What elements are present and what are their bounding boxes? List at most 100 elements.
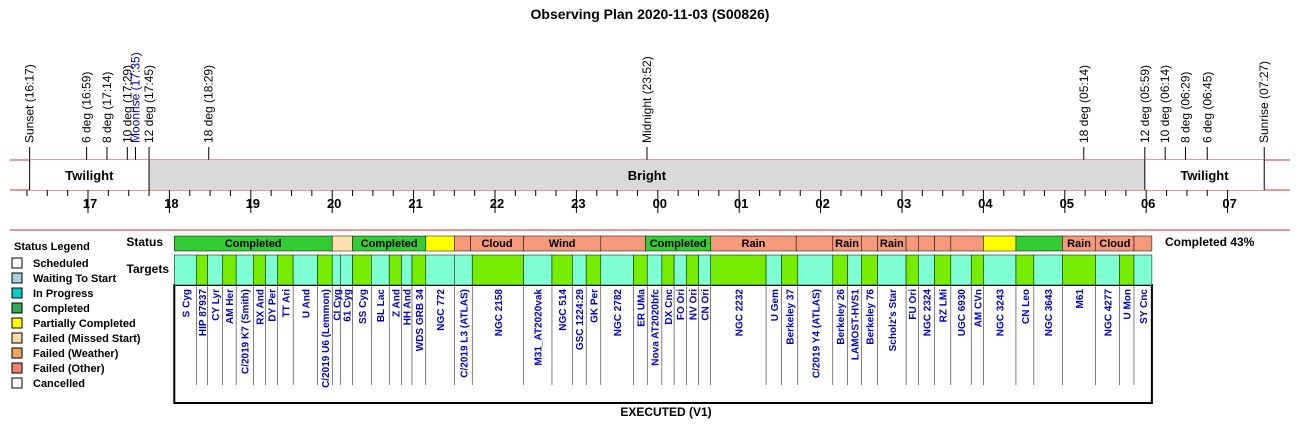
- sky-band-label: Twilight: [1180, 168, 1229, 183]
- target-name: SY Cnc: [1139, 289, 1150, 324]
- target-block: [710, 254, 767, 286]
- target-block: [950, 254, 972, 286]
- target-name: NGC 772: [436, 289, 447, 331]
- target-block: [1119, 254, 1135, 286]
- status-segment-label: Completed: [361, 238, 418, 250]
- target-name: C/2019 K7 (Smith): [241, 289, 252, 374]
- target-block: [934, 254, 952, 286]
- event-label: 6 deg (06:45): [1200, 72, 1214, 143]
- target-block: [646, 254, 663, 286]
- target-name: U And: [301, 289, 312, 318]
- target-block: [1062, 254, 1096, 286]
- target-block: [252, 254, 266, 286]
- target-block: [1015, 254, 1035, 286]
- status-segment: [425, 235, 455, 252]
- target-name: C/2019 U6 (Lemmon): [321, 289, 332, 388]
- hour-tick-label: 20: [327, 196, 341, 211]
- target-block: [861, 254, 878, 286]
- target-name: AM CVn: [973, 289, 984, 327]
- legend-swatch: [11, 287, 23, 299]
- status-segment: [950, 235, 984, 252]
- event-label: Moonrise (17:35): [128, 52, 142, 143]
- status-segment: [600, 235, 646, 252]
- hour-tick-label: 01: [734, 196, 748, 211]
- legend-item-label: Failed (Missed Start): [33, 333, 141, 345]
- target-block: [1033, 254, 1063, 286]
- target-name: NGC 3243: [996, 289, 1007, 337]
- target-block: [222, 254, 237, 286]
- targets-row: S Cyg HIP 87937 CY Lyr AM Her C/2019 K7 (Smi…: [173, 254, 1153, 404]
- target-name: C/2019 Y4 (ATLAS): [811, 289, 822, 378]
- target-name: SS Cyg: [358, 289, 369, 324]
- executed-label: EXECUTED (V1): [620, 405, 711, 419]
- status-segment: [795, 235, 834, 252]
- target-name: Berkeley 26: [836, 289, 847, 345]
- target-name: AM Her: [225, 289, 236, 324]
- sky-band: [29, 160, 150, 190]
- target-block: [523, 254, 553, 286]
- event-label: 8 deg (06:29): [1179, 72, 1193, 143]
- target-name: CI Cyg: [332, 289, 343, 321]
- target-block: [877, 254, 907, 286]
- target-name: LAMOST-HVS1: [850, 289, 861, 361]
- status-segment: [331, 235, 353, 252]
- target-name: NV Ori: [688, 289, 699, 320]
- target-block: [673, 254, 687, 286]
- hour-tick-label: 02: [815, 196, 829, 211]
- target-name: DX Cnc: [664, 289, 675, 325]
- status-segment-label: Completed: [225, 238, 282, 250]
- hour-tick-label: 05: [1060, 196, 1074, 211]
- legend-item-label: Waiting To Start: [33, 273, 116, 285]
- target-block: [983, 254, 1017, 286]
- hour-axis: 17 18 19 20 21 22 23 00 01 02 03 04 05 06 07: [10, 190, 1290, 231]
- target-name: WDS GRB 34: [415, 289, 426, 352]
- target-name: 61 Cyg: [342, 289, 353, 322]
- target-name: NGC 2232: [734, 289, 745, 337]
- target-name: Nova AT2020bfc: [651, 289, 662, 366]
- event-label: 8 deg (17:14): [100, 72, 114, 143]
- target-block: [174, 254, 197, 286]
- status-segment-label: Cloud: [1099, 238, 1130, 250]
- target-block: [918, 254, 935, 286]
- status-segment-label: Completed: [650, 238, 707, 250]
- legend-swatch: [11, 347, 23, 359]
- status-segment: [934, 235, 952, 252]
- target-block: [572, 254, 587, 286]
- target-block: [425, 254, 455, 286]
- target-name: Berkeley 76: [865, 289, 876, 345]
- hour-tick-label: 23: [571, 196, 585, 211]
- target-name: M61: [1075, 289, 1086, 309]
- hour-tick-label: 04: [978, 196, 993, 211]
- target-name: CN Leo: [1021, 289, 1032, 324]
- legend-swatch: [11, 257, 23, 269]
- target-name: HIP 87937: [198, 289, 209, 337]
- target-block: [317, 254, 333, 286]
- legend-swatch: [11, 377, 23, 389]
- event-label: Sunset (16:17): [23, 64, 37, 143]
- status-segment: [1133, 235, 1153, 252]
- targets-row-label: Targets: [127, 262, 170, 276]
- target-block: [847, 254, 862, 286]
- hour-tick-label: 21: [408, 196, 422, 211]
- status-segment-label: Cloud: [481, 238, 512, 250]
- target-name: NGC 2324: [922, 289, 933, 337]
- target-name: NGC 514: [558, 289, 569, 331]
- target-block: [265, 254, 278, 286]
- hour-tick-label: 17: [83, 196, 97, 211]
- event-label: 18 deg (05:14): [1077, 65, 1091, 143]
- target-block: [781, 254, 799, 286]
- target-name: UGC 6930: [957, 289, 968, 337]
- target-name: GK Per: [589, 289, 600, 323]
- target-block: [471, 254, 524, 286]
- target-block: [1095, 254, 1120, 286]
- target-name: S Cyg: [181, 289, 192, 317]
- event-markers: Sunset (16:17) 6 deg (16:59) 8 deg (17:14)…: [23, 52, 1271, 160]
- target-block: [235, 254, 254, 286]
- target-name: FU Ori: [908, 289, 919, 320]
- target-block: [585, 254, 602, 286]
- target-block: [970, 254, 984, 286]
- target-block: [698, 254, 711, 286]
- status-row: Completed Completed Cloud Wind Completed Rain…: [174, 235, 1153, 252]
- event-label: 12 deg (05:59): [1138, 65, 1152, 143]
- target-block: [686, 254, 699, 286]
